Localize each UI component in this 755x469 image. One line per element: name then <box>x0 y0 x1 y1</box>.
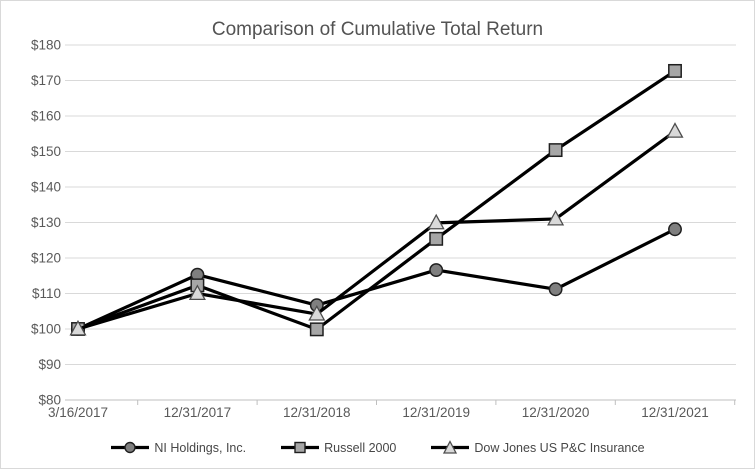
data-point-marker-triangle <box>427 213 445 230</box>
data-point-marker-circle <box>548 282 563 297</box>
legend: NI Holdings, Inc. Russell 2000 Dow Jones… <box>1 440 754 455</box>
x-axis-label: 12/31/2018 <box>283 405 351 420</box>
legend-item-dow-jones-pc-insurance: Dow Jones US P&C Insurance <box>430 440 645 455</box>
x-axis-label: 12/31/2021 <box>641 405 709 420</box>
legend-label: NI Holdings, Inc. <box>154 440 247 455</box>
y-axis-label: $150 <box>31 144 61 159</box>
data-point-marker-circle <box>429 263 444 278</box>
legend-key <box>431 440 470 454</box>
data-point-marker-square <box>668 63 682 78</box>
y-axis-label: $160 <box>31 109 61 124</box>
data-point-marker-square <box>548 143 563 158</box>
y-axis-label: $80 <box>38 393 61 408</box>
triangle-marker-icon <box>443 440 458 454</box>
x-axis-label: 12/31/2020 <box>522 405 590 420</box>
data-point-marker-circle <box>668 222 682 237</box>
legend-key <box>111 441 150 454</box>
series-line <box>77 129 676 331</box>
x-axis-label: 3/16/2017 <box>48 405 108 420</box>
data-point-marker-square <box>309 322 324 337</box>
legend-item-russell-2000: Russell 2000 <box>280 440 396 455</box>
y-axis-label: $90 <box>38 357 61 372</box>
circle-marker-icon <box>124 441 137 454</box>
x-axis-label: 12/31/2019 <box>402 405 470 420</box>
y-axis-label: $110 <box>32 286 61 301</box>
square-marker-icon <box>294 441 306 454</box>
data-point-marker-triangle <box>308 304 326 321</box>
chart-title: Comparison of Cumulative Total Return <box>211 19 544 40</box>
y-axis-label: $120 <box>31 251 61 266</box>
y-axis-label: $140 <box>31 180 61 195</box>
data-point-marker-triangle <box>666 122 684 138</box>
y-axis-label: $180 <box>31 38 61 53</box>
legend-label: Russell 2000 <box>324 440 397 455</box>
data-point-marker-triangle <box>547 209 565 226</box>
data-point-marker-triangle <box>69 319 87 336</box>
legend-label: Dow Jones US P&C Insurance <box>474 440 645 455</box>
x-axis-label: 12/31/2017 <box>164 405 232 420</box>
series-line <box>77 69 676 332</box>
data-point-marker-triangle <box>188 284 206 301</box>
y-axis-label: $130 <box>31 215 61 230</box>
series-line <box>77 227 676 331</box>
y-axis-label: $100 <box>31 322 61 337</box>
legend-key <box>281 441 320 454</box>
legend-item-ni-holdings: NI Holdings, Inc. <box>110 440 246 455</box>
y-axis-label: $170 <box>31 73 61 88</box>
data-point-marker-square <box>429 231 444 246</box>
